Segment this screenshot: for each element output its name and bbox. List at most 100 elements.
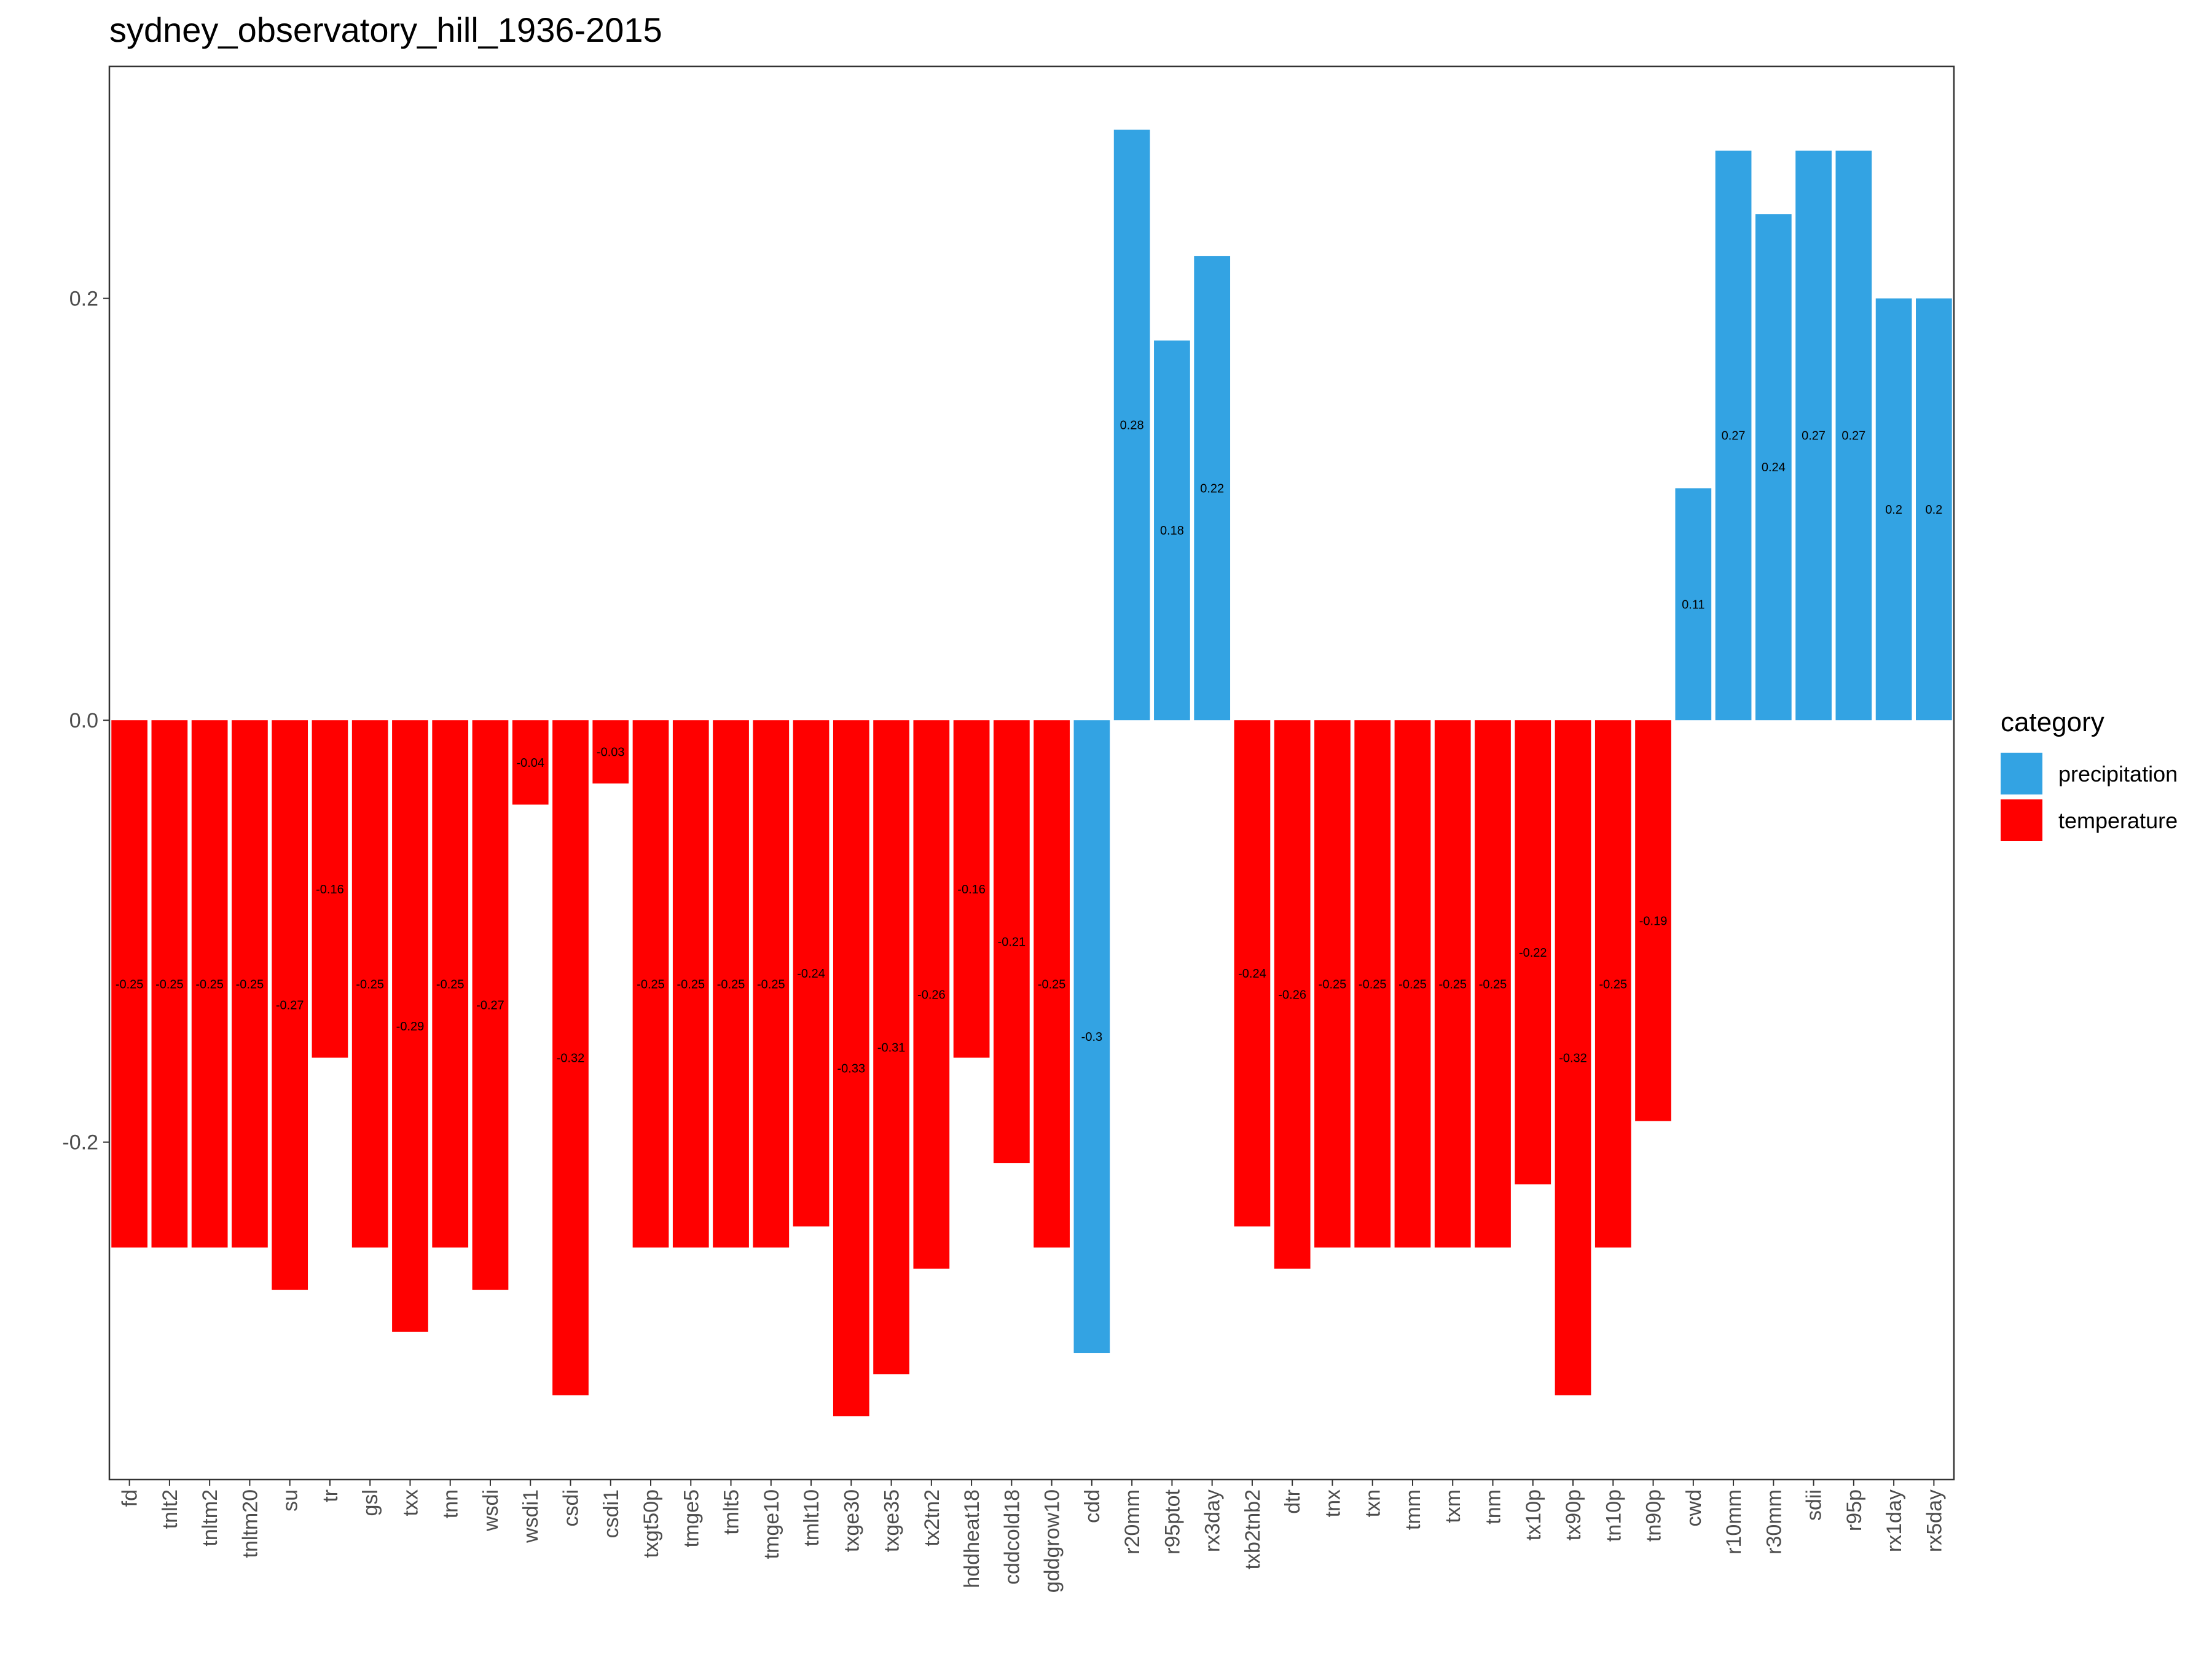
bar-dtr <box>1274 720 1311 1269</box>
bar-value-label-tx2tn2: -0.26 <box>917 988 946 1002</box>
x-tick-label-rx5day: rx5day <box>1923 1489 1946 1552</box>
bar-tn10p <box>1594 720 1631 1248</box>
bar-r95ptot <box>1154 340 1190 721</box>
bar-value-label-cdd: -0.3 <box>1081 1030 1102 1044</box>
x-tick-label-tmlt10: tmlt10 <box>800 1489 823 1547</box>
bar-value-label-rx1day: 0.2 <box>1885 503 1902 517</box>
bar-value-label-rx5day: 0.2 <box>1925 503 1942 517</box>
x-tick-label-hddheat18: hddheat18 <box>960 1489 984 1588</box>
bar-value-label-txge35: -0.31 <box>877 1041 906 1054</box>
bar-value-label-tnx: -0.25 <box>1319 978 1347 991</box>
bar-tn90p <box>1635 720 1671 1121</box>
x-tick-label-tmm: tmm <box>1402 1489 1425 1530</box>
bar-r20mm <box>1113 129 1150 721</box>
bar-value-label-csdi: -0.32 <box>557 1051 585 1065</box>
bar-value-label-r95ptot: 0.18 <box>1160 524 1184 538</box>
plot-border <box>108 65 1955 1481</box>
bar-r30mm <box>1755 214 1792 721</box>
x-tick-label-r30mm: r30mm <box>1762 1489 1786 1555</box>
bar-value-label-tmge5: -0.25 <box>677 978 705 991</box>
legend-swatch-precipitation <box>2001 753 2042 794</box>
x-tick-label-txge35: txge35 <box>880 1489 904 1552</box>
x-tick-label-txn: txn <box>1362 1489 1385 1517</box>
x-tick-label-gsl: gsl <box>359 1489 382 1516</box>
x-tick-label-cwd: cwd <box>1682 1489 1706 1526</box>
x-tick-label-su: su <box>279 1489 302 1512</box>
y-tick-label: 0.2 <box>69 288 98 311</box>
x-tick-label-tn90p: tn90p <box>1642 1489 1666 1542</box>
bar-gddgrow10 <box>1033 720 1070 1248</box>
x-tick-label-r95ptot: r95ptot <box>1161 1489 1184 1554</box>
legend-title: category <box>2001 707 2104 737</box>
bar-value-label-txb2tnb2: -0.24 <box>1238 967 1266 981</box>
legend-label-temperature: temperature <box>2058 808 2178 833</box>
bar-gsl <box>351 720 388 1248</box>
bar-value-label-r95p: 0.27 <box>1841 429 1865 443</box>
bar-value-label-tn90p: -0.19 <box>1639 914 1668 928</box>
x-tick-label-r10mm: r10mm <box>1722 1489 1746 1555</box>
bar-cwd <box>1675 488 1712 721</box>
bar-csdi <box>552 720 589 1395</box>
bar-sdii <box>1795 151 1832 721</box>
bar-cddcold18 <box>994 720 1030 1164</box>
bar-tnltm2 <box>191 720 228 1248</box>
bar-value-label-rx3day: 0.22 <box>1200 482 1224 496</box>
bar-txn <box>1354 720 1391 1248</box>
bar-tnn <box>432 720 469 1248</box>
bar-su <box>272 720 308 1290</box>
bar-cdd <box>1073 720 1110 1354</box>
x-tick-label-csdi1: csdi1 <box>600 1489 623 1538</box>
bar-txm <box>1434 720 1471 1248</box>
bar-tnx <box>1314 720 1351 1248</box>
x-tick-label-csdi: csdi <box>560 1489 583 1526</box>
bar-txgt50p <box>632 720 669 1248</box>
bar-value-label-sdii: 0.27 <box>1802 429 1826 443</box>
bar-r95p <box>1835 151 1872 721</box>
bar-fd <box>111 720 147 1248</box>
legend: category precipitation temperature <box>2001 707 2178 841</box>
x-tick-label-tnm: tnm <box>1482 1489 1505 1524</box>
bar-wsdi1 <box>512 720 549 805</box>
bar-value-label-tr: -0.16 <box>316 883 344 896</box>
bar-rx1day <box>1875 298 1912 721</box>
bar-value-label-tnm: -0.25 <box>1479 978 1507 991</box>
bar-value-label-tn10p: -0.25 <box>1599 978 1627 991</box>
bar-value-label-r10mm: 0.27 <box>1722 429 1746 443</box>
bar-value-label-tmm: -0.25 <box>1398 978 1427 991</box>
x-tick-label-fd: fd <box>119 1489 142 1507</box>
x-tick-label-tnn: tnn <box>439 1489 463 1518</box>
x-tick-label-r95p: r95p <box>1843 1489 1866 1531</box>
x-tick-label-r20mm: r20mm <box>1121 1489 1144 1555</box>
bar-tmm <box>1394 720 1431 1248</box>
bar-value-label-tx90p: -0.32 <box>1559 1051 1587 1065</box>
bar-value-label-tmlt5: -0.25 <box>717 978 745 991</box>
bar-tmge5 <box>672 720 709 1248</box>
bar-value-label-wsdi: -0.27 <box>476 999 504 1013</box>
bar-value-label-r20mm: 0.28 <box>1120 419 1144 433</box>
x-tick-label-tr: tr <box>319 1489 342 1502</box>
bar-value-label-tnltm20: -0.25 <box>236 978 264 991</box>
bar-value-label-txx: -0.29 <box>396 1020 425 1033</box>
x-tick-label-txx: txx <box>399 1489 422 1516</box>
y-tick-label: 0.0 <box>69 709 98 732</box>
bar-value-label-tmge10: -0.25 <box>757 978 785 991</box>
bar-tnm <box>1475 720 1511 1248</box>
bar-rx5day <box>1916 298 1952 721</box>
bar-txx <box>392 720 428 1332</box>
x-tick-label-rx3day: rx3day <box>1201 1489 1225 1552</box>
bar-value-label-cddcold18: -0.21 <box>998 936 1026 949</box>
bar-value-label-cwd: 0.11 <box>1682 598 1704 611</box>
x-tick-label-tmge5: tmge5 <box>680 1489 703 1548</box>
bar-value-label-su: -0.27 <box>276 999 304 1013</box>
bar-hddheat18 <box>953 720 990 1058</box>
bar-value-label-tnn: -0.25 <box>436 978 465 991</box>
bar-tmlt10 <box>793 720 830 1227</box>
bar-value-label-gddgrow10: -0.25 <box>1038 978 1066 991</box>
x-tick-label-tnltm2: tnltm2 <box>198 1489 222 1547</box>
x-tick-label-tx90p: tx90p <box>1562 1489 1585 1540</box>
y-tick-label: -0.2 <box>62 1131 98 1155</box>
bar-value-label-tmlt10: -0.24 <box>797 967 825 981</box>
bar-tmlt5 <box>713 720 749 1248</box>
bar-rx3day <box>1194 256 1231 721</box>
x-tick-label-tmge10: tmge10 <box>760 1489 783 1559</box>
